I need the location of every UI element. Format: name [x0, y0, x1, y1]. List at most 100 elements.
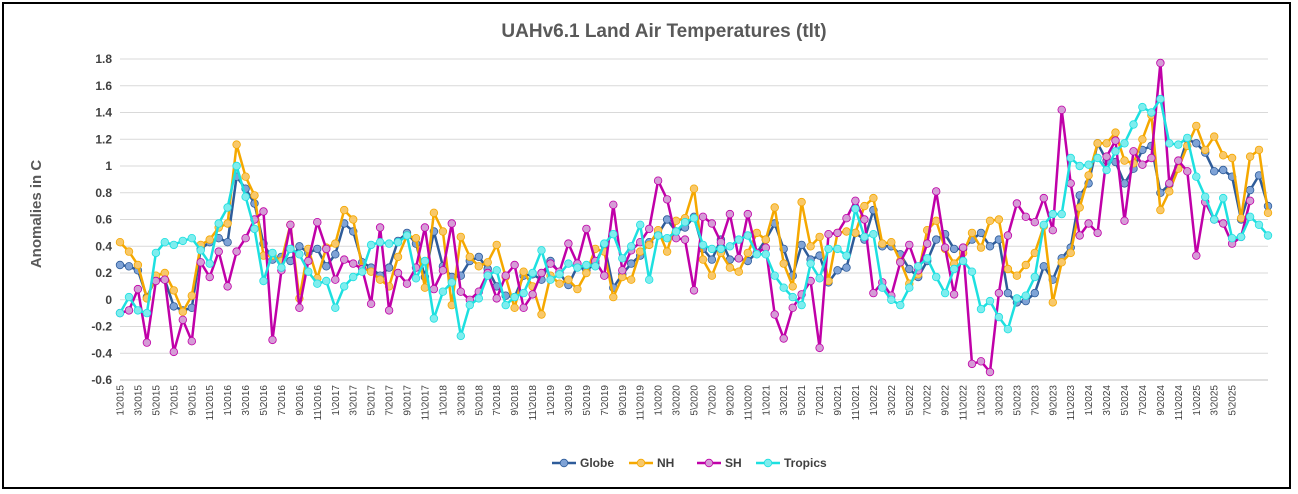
data-point — [833, 228, 842, 238]
y-tick-label: 1.8 — [95, 52, 112, 66]
x-tick-label: 7\2017 — [385, 385, 396, 416]
data-point — [232, 140, 241, 149]
data-point — [1138, 135, 1147, 144]
data-point — [492, 266, 501, 275]
data-point — [752, 228, 761, 238]
data-point — [124, 292, 134, 302]
data-point — [474, 252, 483, 262]
data-point — [1120, 139, 1129, 148]
data-point — [1102, 139, 1111, 148]
data-point — [250, 224, 259, 234]
data-point — [1048, 225, 1057, 235]
x-tick-label: 5\2018 — [474, 385, 485, 416]
data-point — [860, 201, 869, 211]
data-point — [985, 216, 995, 225]
data-point — [268, 335, 277, 345]
x-tick-label: 5\2019 — [582, 385, 593, 416]
data-point — [501, 271, 510, 280]
data-point — [456, 232, 465, 242]
x-tick-label: 3\2023 — [994, 385, 1005, 416]
y-tick-label: 1 — [105, 159, 112, 173]
data-point — [896, 258, 905, 267]
data-point — [887, 295, 896, 304]
data-point — [115, 308, 125, 318]
data-point — [609, 200, 618, 209]
data-point — [1218, 151, 1228, 160]
data-point — [932, 235, 941, 244]
data-point — [474, 262, 483, 271]
data-point — [555, 270, 564, 279]
x-tick-label: 11\2024 — [1174, 385, 1185, 421]
data-point — [582, 224, 591, 234]
data-point — [1057, 258, 1066, 267]
data-point — [546, 275, 555, 284]
data-point — [331, 303, 340, 312]
x-tick-label: 3\2022 — [887, 385, 898, 416]
x-tick-label: 11\2018 — [528, 385, 539, 421]
data-point — [923, 254, 932, 263]
data-point — [447, 219, 456, 228]
data-point — [788, 303, 797, 312]
data-point — [716, 244, 726, 254]
data-point — [420, 223, 430, 232]
data-point — [770, 271, 779, 280]
data-point — [976, 243, 986, 252]
data-point — [349, 259, 358, 268]
data-point — [1218, 165, 1228, 175]
data-point — [295, 242, 304, 251]
data-point — [375, 223, 385, 232]
data-point — [734, 235, 743, 244]
data-point — [689, 213, 699, 223]
data-point — [967, 267, 977, 276]
data-point — [358, 267, 367, 276]
data-point — [474, 294, 483, 303]
data-point — [375, 237, 385, 247]
data-point — [842, 213, 851, 223]
data-point — [1147, 153, 1156, 163]
x-tick-label: 9\2023 — [1048, 385, 1059, 416]
data-point — [151, 248, 161, 258]
x-tick-label: 9\2020 — [725, 385, 736, 416]
x-tick-label: 1\2017 — [331, 385, 342, 416]
x-tick-label: 3\2025 — [1210, 385, 1221, 416]
data-point — [833, 244, 842, 254]
data-point — [340, 255, 349, 264]
data-point — [662, 233, 672, 243]
data-point — [752, 250, 761, 259]
data-point — [411, 274, 421, 283]
x-tick-label: 3\2015 — [133, 385, 144, 416]
data-point — [537, 246, 546, 255]
data-point — [483, 271, 492, 280]
data-point — [259, 207, 268, 216]
x-tick-label: 5\2022 — [905, 385, 916, 416]
data-point — [537, 310, 546, 319]
data-point — [689, 286, 699, 295]
x-tick-label: 9\2018 — [510, 385, 521, 416]
y-tick-label: 1.2 — [95, 132, 112, 146]
data-point — [967, 359, 977, 369]
legend-marker — [763, 458, 773, 468]
data-point — [932, 216, 941, 225]
data-point — [725, 209, 735, 219]
data-point — [1066, 248, 1075, 258]
data-point — [349, 215, 358, 224]
x-tick-label: 1\2023 — [977, 385, 988, 416]
data-point — [851, 204, 860, 213]
data-point — [994, 312, 1004, 322]
data-point — [609, 292, 618, 302]
data-point — [241, 233, 250, 243]
data-point — [1066, 153, 1075, 163]
chart: UAHv6.1 Land Air Temperatures (tlt) Anom… — [28, 21, 1273, 470]
x-tick-label: 9\2015 — [187, 385, 198, 416]
data-point — [707, 244, 717, 254]
data-point — [994, 215, 1004, 224]
data-point — [160, 275, 169, 284]
data-point — [689, 184, 699, 193]
data-point — [133, 284, 143, 294]
data-point — [313, 217, 322, 227]
data-point — [815, 274, 824, 283]
data-point — [779, 334, 788, 343]
data-point — [124, 247, 134, 256]
data-point — [743, 209, 752, 219]
data-point — [1111, 136, 1120, 145]
